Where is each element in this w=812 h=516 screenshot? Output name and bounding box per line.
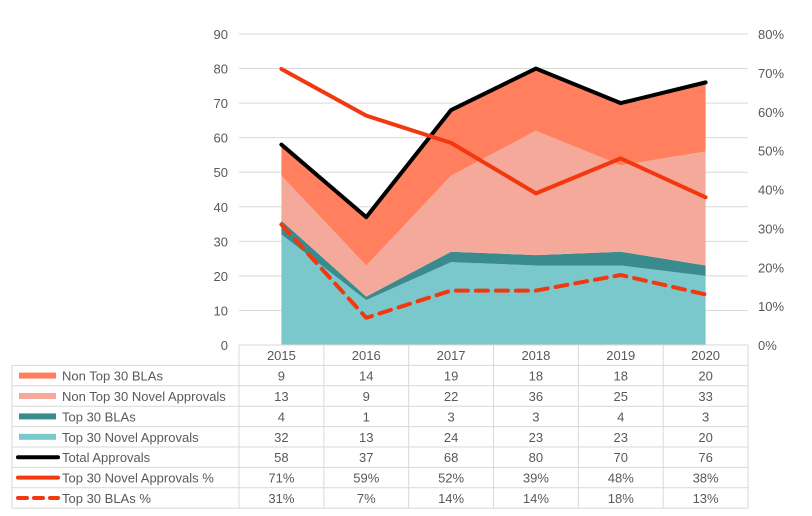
- category-label: 2018: [521, 348, 550, 363]
- table-cell: 14: [359, 369, 373, 384]
- line-total-approvals: [279, 66, 708, 220]
- table-cell: 14%: [438, 491, 464, 506]
- table-cell: 71%: [268, 471, 294, 486]
- table-cell: 38%: [693, 471, 719, 486]
- table-cell: 20: [698, 430, 712, 445]
- table-cell: 22: [444, 389, 458, 404]
- table-cell: 31%: [268, 491, 294, 506]
- table-cell: 24: [444, 430, 458, 445]
- table-cell: 3: [702, 409, 709, 424]
- right-tick-label: 40%: [758, 183, 784, 198]
- left-tick-label: 30: [214, 234, 228, 249]
- table-cell: 14%: [523, 491, 549, 506]
- right-tick-label: 30%: [758, 221, 784, 236]
- legend-key-swatch: [19, 372, 56, 379]
- left-tick-label: 10: [214, 303, 228, 318]
- table-cell: 13: [274, 389, 288, 404]
- table-row-label: Top 30 BLAs: [62, 409, 136, 424]
- table-cell: 13%: [693, 491, 719, 506]
- category-label: 2019: [606, 348, 635, 363]
- table-cell: 9: [363, 389, 370, 404]
- legend-key-swatch: [19, 393, 56, 399]
- left-axis: 0 10 20 30 40 50 60 70 80 90: [214, 27, 228, 353]
- right-tick-label: 20%: [758, 260, 784, 275]
- table-cell: 3: [447, 409, 454, 424]
- table-cell: 23: [529, 430, 543, 445]
- table-cell: 58: [274, 450, 288, 465]
- table-cell: 4: [278, 409, 285, 424]
- table-row-label: Non Top 30 Novel Approvals: [62, 389, 226, 404]
- table-cell: 33: [698, 389, 712, 404]
- table-cell: 32: [274, 430, 288, 445]
- legend-key-swatch: [19, 413, 56, 420]
- legend-key-swatch: [19, 433, 56, 440]
- left-tick-label: 60: [214, 131, 228, 146]
- table-row-label: Top 30 Novel Approvals: [62, 430, 199, 445]
- table-cell: 70: [614, 450, 628, 465]
- left-tick-label: 80: [214, 62, 228, 77]
- table-cell: 1: [363, 409, 370, 424]
- table-row-label: Top 30 BLAs %: [62, 491, 151, 506]
- table-cell: 25: [614, 389, 628, 404]
- left-tick-label: 20: [214, 269, 228, 284]
- table-cell: 80: [529, 450, 543, 465]
- table-cell: 48%: [608, 471, 634, 486]
- stacked-areas: [281, 68, 706, 345]
- table-cell: 9: [278, 369, 285, 384]
- table-cell: 18: [529, 369, 543, 384]
- right-tick-label: 10%: [758, 299, 784, 314]
- line-series: [279, 66, 708, 320]
- table-cell: 39%: [523, 471, 549, 486]
- table-cell: 68: [444, 450, 458, 465]
- left-tick-label: 0: [221, 338, 228, 353]
- table-cell: 37: [359, 450, 373, 465]
- table-cell: 20: [698, 369, 712, 384]
- table-cell: 18%: [608, 491, 634, 506]
- right-tick-label: 70%: [758, 66, 784, 81]
- right-axis: 0% 10% 20% 30% 40% 50% 60% 70% 80%: [758, 27, 784, 353]
- table-cell: 59%: [353, 471, 379, 486]
- category-label: 2016: [352, 348, 381, 363]
- right-tick-label: 50%: [758, 144, 784, 159]
- table-cell: 18: [614, 369, 628, 384]
- table-cell: 23: [614, 430, 628, 445]
- area-top-30-novel-approvals: [281, 234, 706, 345]
- left-tick-label: 90: [214, 27, 228, 42]
- table-cell: 3: [532, 409, 539, 424]
- line-top-30-blas-: [279, 222, 708, 320]
- table-cell: 19: [444, 369, 458, 384]
- right-tick-label: 80%: [758, 27, 784, 42]
- table-row-label: Total Approvals: [62, 450, 151, 465]
- table-cell: 13: [359, 430, 373, 445]
- area-non-top-30-novel-approvals: [281, 130, 706, 297]
- line-top-30-novel-approvals-: [279, 66, 708, 200]
- table-cell: 36: [529, 389, 543, 404]
- right-tick-label: 60%: [758, 105, 784, 120]
- category-label: 2017: [437, 348, 466, 363]
- table-cell: 52%: [438, 471, 464, 486]
- table-cell: 4: [617, 409, 624, 424]
- area-top-30-blas: [281, 220, 706, 301]
- table-row-label: Non Top 30 BLAs: [62, 369, 163, 384]
- table-row-label: Top 30 Novel Approvals %: [62, 471, 214, 486]
- left-tick-label: 50: [214, 165, 228, 180]
- area-non-top-30-blas: [281, 68, 706, 266]
- category-label: 2020: [691, 348, 720, 363]
- left-tick-label: 40: [214, 200, 228, 215]
- category-label: 2015: [267, 348, 296, 363]
- table-cell: 7%: [357, 491, 376, 506]
- right-tick-label: 0%: [758, 338, 777, 353]
- left-tick-label: 70: [214, 96, 228, 111]
- table-cell: 76: [698, 450, 712, 465]
